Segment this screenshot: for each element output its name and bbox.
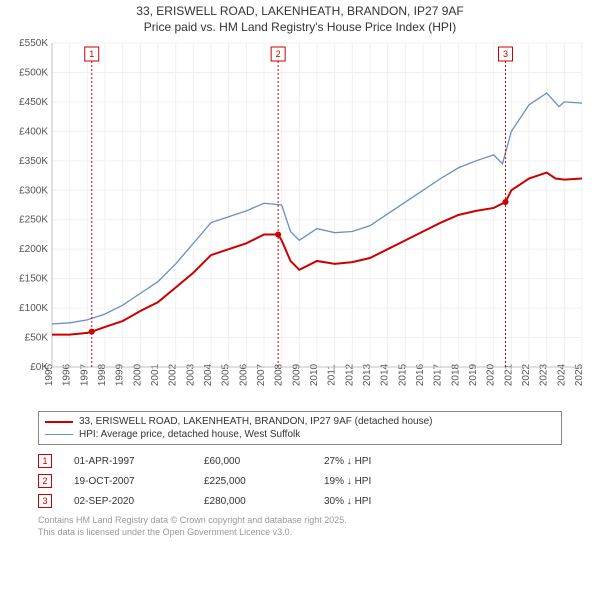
- table-row: 1 01-APR-1997£60,00027% ↓ HPI: [38, 451, 562, 471]
- svg-text:£550K: £550K: [19, 38, 48, 49]
- transaction-date: 02-SEP-2020: [74, 496, 204, 507]
- table-row: 3 02-SEP-2020£280,00030% ↓ HPI: [38, 491, 562, 511]
- svg-text:£450K: £450K: [19, 97, 48, 108]
- svg-text:£350K: £350K: [19, 156, 48, 167]
- transaction-date: 19-OCT-2007: [74, 476, 204, 487]
- transaction-price: £60,000: [204, 456, 324, 467]
- svg-text:£300K: £300K: [19, 185, 48, 196]
- transactions-table: 1 01-APR-1997£60,00027% ↓ HPI 2 19-OCT-2007…: [38, 451, 562, 511]
- legend-label: 33, ERISWELL ROAD, LAKENHEATH, BRANDON, …: [79, 416, 432, 427]
- transaction-pct: 30% ↓ HPI: [324, 496, 444, 507]
- legend-label: HPI: Average price, detached house, West…: [79, 429, 300, 440]
- svg-text:£100K: £100K: [19, 303, 48, 314]
- transaction-price: £225,000: [204, 476, 324, 487]
- title-line-1: 33, ERISWELL ROAD, LAKENHEATH, BRANDON, …: [0, 4, 600, 20]
- svg-text:£250K: £250K: [19, 215, 48, 226]
- legend: 33, ERISWELL ROAD, LAKENHEATH, BRANDON, …: [38, 411, 562, 445]
- legend-row: HPI: Average price, detached house, West…: [45, 428, 555, 441]
- marker-badge: 2: [38, 474, 52, 488]
- title-line-2: Price paid vs. HM Land Registry's House …: [0, 20, 600, 36]
- svg-text:£50K: £50K: [25, 333, 49, 344]
- svg-text:£200K: £200K: [19, 244, 48, 255]
- svg-text:2: 2: [276, 49, 281, 59]
- legend-swatch: [45, 421, 73, 423]
- svg-text:£500K: £500K: [19, 68, 48, 79]
- footer-line-1: Contains HM Land Registry data © Crown c…: [38, 515, 562, 527]
- svg-text:1: 1: [89, 49, 94, 59]
- footer: Contains HM Land Registry data © Crown c…: [38, 515, 562, 538]
- legend-swatch: [45, 434, 73, 435]
- chart: £0K£50K£100K£150K£200K£250K£300K£350K£40…: [10, 37, 590, 407]
- footer-line-2: This data is licensed under the Open Gov…: [38, 527, 562, 539]
- chart-svg: £0K£50K£100K£150K£200K£250K£300K£350K£40…: [10, 37, 590, 407]
- svg-text:£400K: £400K: [19, 127, 48, 138]
- marker-badge: 1: [38, 454, 52, 468]
- title-block: 33, ERISWELL ROAD, LAKENHEATH, BRANDON, …: [0, 0, 600, 37]
- table-row: 2 19-OCT-2007£225,00019% ↓ HPI: [38, 471, 562, 491]
- legend-row: 33, ERISWELL ROAD, LAKENHEATH, BRANDON, …: [45, 415, 555, 428]
- transaction-price: £280,000: [204, 496, 324, 507]
- svg-text:3: 3: [503, 49, 508, 59]
- transaction-date: 01-APR-1997: [74, 456, 204, 467]
- marker-badge: 3: [38, 494, 52, 508]
- transaction-pct: 19% ↓ HPI: [324, 476, 444, 487]
- svg-text:£150K: £150K: [19, 274, 48, 285]
- transaction-pct: 27% ↓ HPI: [324, 456, 444, 467]
